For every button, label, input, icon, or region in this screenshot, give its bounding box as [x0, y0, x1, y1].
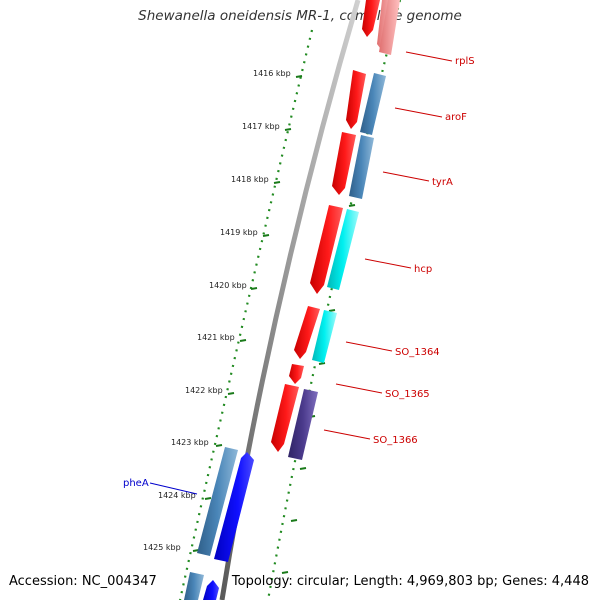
- kbp-label: 1419 kbp: [220, 228, 258, 237]
- reverse-strand-features: [271, 0, 380, 452]
- cds-feature-SO_1364[interactable]: [294, 306, 320, 359]
- genome-summary-text: Topology: circular; Length: 4,969,803 bp…: [231, 574, 589, 589]
- cds-feature-SO_1365-fragment[interactable]: [289, 364, 304, 384]
- cds-feature-hcp[interactable]: [310, 205, 343, 294]
- ruler-labels: 1416 kbp 1417 kbp 1418 kbp 1419 kbp 1420…: [143, 69, 291, 552]
- kbp-label: 1424 kbp: [158, 491, 196, 500]
- cds-feature-aroF[interactable]: [346, 70, 366, 129]
- kbp-label: 1425 kbp: [143, 543, 181, 552]
- cds-feature[interactable]: [203, 580, 219, 600]
- homology-block-cyan[interactable]: [327, 209, 359, 290]
- ruler-ticks-left: [192, 75, 303, 552]
- gene-label-SO_1365[interactable]: SO_1365: [385, 389, 430, 400]
- kbp-label: 1416 kbp: [253, 69, 291, 78]
- forward-strand-features: [184, 447, 254, 600]
- kbp-label: 1422 kbp: [185, 386, 223, 395]
- homology-block-steel[interactable]: [349, 135, 374, 199]
- homology-block-steel[interactable]: [197, 447, 238, 556]
- homology-block-pink[interactable]: [379, 0, 400, 55]
- cds-feature-tyrA[interactable]: [332, 132, 356, 195]
- kbp-label: 1423 kbp: [171, 438, 209, 447]
- cds-feature-pheA[interactable]: [214, 452, 254, 562]
- genome-backbone: [219, 0, 361, 600]
- cds-feature-SO_1365[interactable]: [271, 384, 299, 452]
- gene-label-SO_1366[interactable]: SO_1366: [373, 435, 418, 446]
- ruler-track-left: [178, 29, 314, 600]
- cds-feature-rplS[interactable]: [362, 0, 380, 37]
- gene-label-aroF[interactable]: aroF: [445, 112, 467, 123]
- gene-label-hcp[interactable]: hcp: [414, 264, 432, 275]
- accession-text: Accession: NC_004347: [9, 574, 157, 589]
- kbp-label: 1421 kbp: [197, 333, 235, 342]
- homology-block-steel[interactable]: [184, 572, 204, 600]
- homology-block-cyan[interactable]: [312, 310, 337, 363]
- gene-label-pheA[interactable]: pheA: [123, 478, 149, 489]
- gene-labels: rplS aroF tyrA hcp SO_1364 SO_1365 SO_13…: [123, 51, 475, 495]
- homology-track: [288, 0, 400, 460]
- homology-block-purple[interactable]: [288, 389, 318, 460]
- kbp-label: 1417 kbp: [242, 122, 280, 131]
- homology-block-steel[interactable]: [360, 73, 386, 135]
- kbp-label: 1420 kbp: [209, 281, 247, 290]
- gene-label-rplS[interactable]: rplS: [455, 56, 475, 67]
- gene-label-tyrA[interactable]: tyrA: [432, 177, 453, 188]
- gene-label-SO_1364[interactable]: SO_1364: [395, 347, 440, 358]
- kbp-label: 1418 kbp: [231, 175, 269, 184]
